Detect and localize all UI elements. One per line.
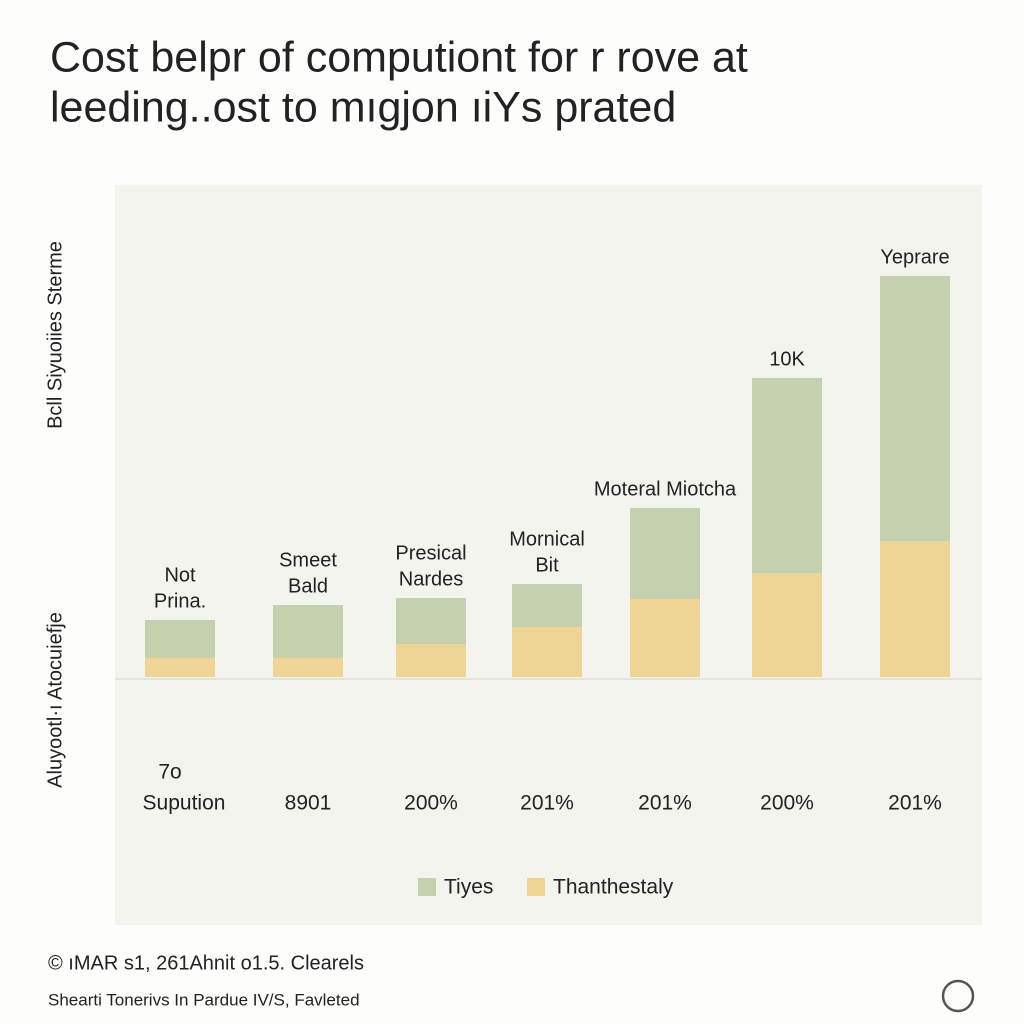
annotation: 7o	[158, 761, 181, 784]
logo-icon	[941, 979, 975, 1013]
chart-title: leeding..ost to mıgjon ıiYs prated	[50, 83, 676, 131]
bar-segment	[396, 644, 466, 677]
footer: Shearti Tonerivs In Pardue IV/S, Favlete…	[48, 990, 360, 1009]
bar-label: Nardes	[399, 568, 463, 590]
bar-label: 10K	[769, 348, 805, 370]
bar-segment	[273, 658, 343, 677]
bar-segment	[880, 276, 950, 541]
bar-label: Yeprare	[880, 246, 949, 268]
bar-segment	[396, 598, 466, 644]
x-tick-label: 201%	[638, 792, 692, 815]
bar-segment	[512, 627, 582, 677]
y-axis-label: Aluyootl·ı Atocuiefje	[44, 612, 66, 788]
y-axis-label: Bcll Siyuoiies Sterme	[44, 241, 66, 429]
legend-swatch	[418, 878, 436, 896]
legend-swatch	[527, 878, 545, 896]
bar-segment	[752, 378, 822, 573]
bar-segment	[145, 620, 215, 658]
legend-label: Tiyes	[444, 876, 493, 899]
bar-segment	[145, 658, 215, 677]
plot-area	[115, 185, 982, 925]
bar-label: Mornical	[509, 528, 585, 550]
chart-title: Cost belpr of computiont for r rove at	[50, 33, 748, 81]
bar-segment	[630, 599, 700, 677]
bar-segment	[273, 605, 343, 658]
bar-label: Moteral Miotcha	[594, 478, 737, 500]
bar-segment	[752, 573, 822, 677]
bar-label: Bit	[535, 554, 559, 576]
footer: © ıMAR s1, 261Ahnit o1.5. Clearels	[48, 952, 364, 974]
bar-segment	[512, 584, 582, 627]
x-tick-label: Supution	[143, 792, 226, 815]
bar-label: Smeet	[279, 549, 337, 571]
x-tick-label: 201%	[520, 792, 574, 815]
x-tick-label: 200%	[404, 792, 458, 815]
x-tick-label: 8901	[285, 792, 332, 815]
bar-segment	[880, 541, 950, 677]
x-tick-label: 201%	[888, 792, 942, 815]
bar-segment	[630, 508, 700, 599]
bar-label: Prina.	[154, 590, 206, 612]
bar-label: Bald	[288, 575, 328, 597]
legend-label: Thanthestaly	[553, 876, 674, 899]
bar-label: Not	[164, 564, 196, 586]
bar-label: Presical	[395, 542, 466, 564]
x-tick-label: 200%	[760, 792, 814, 815]
